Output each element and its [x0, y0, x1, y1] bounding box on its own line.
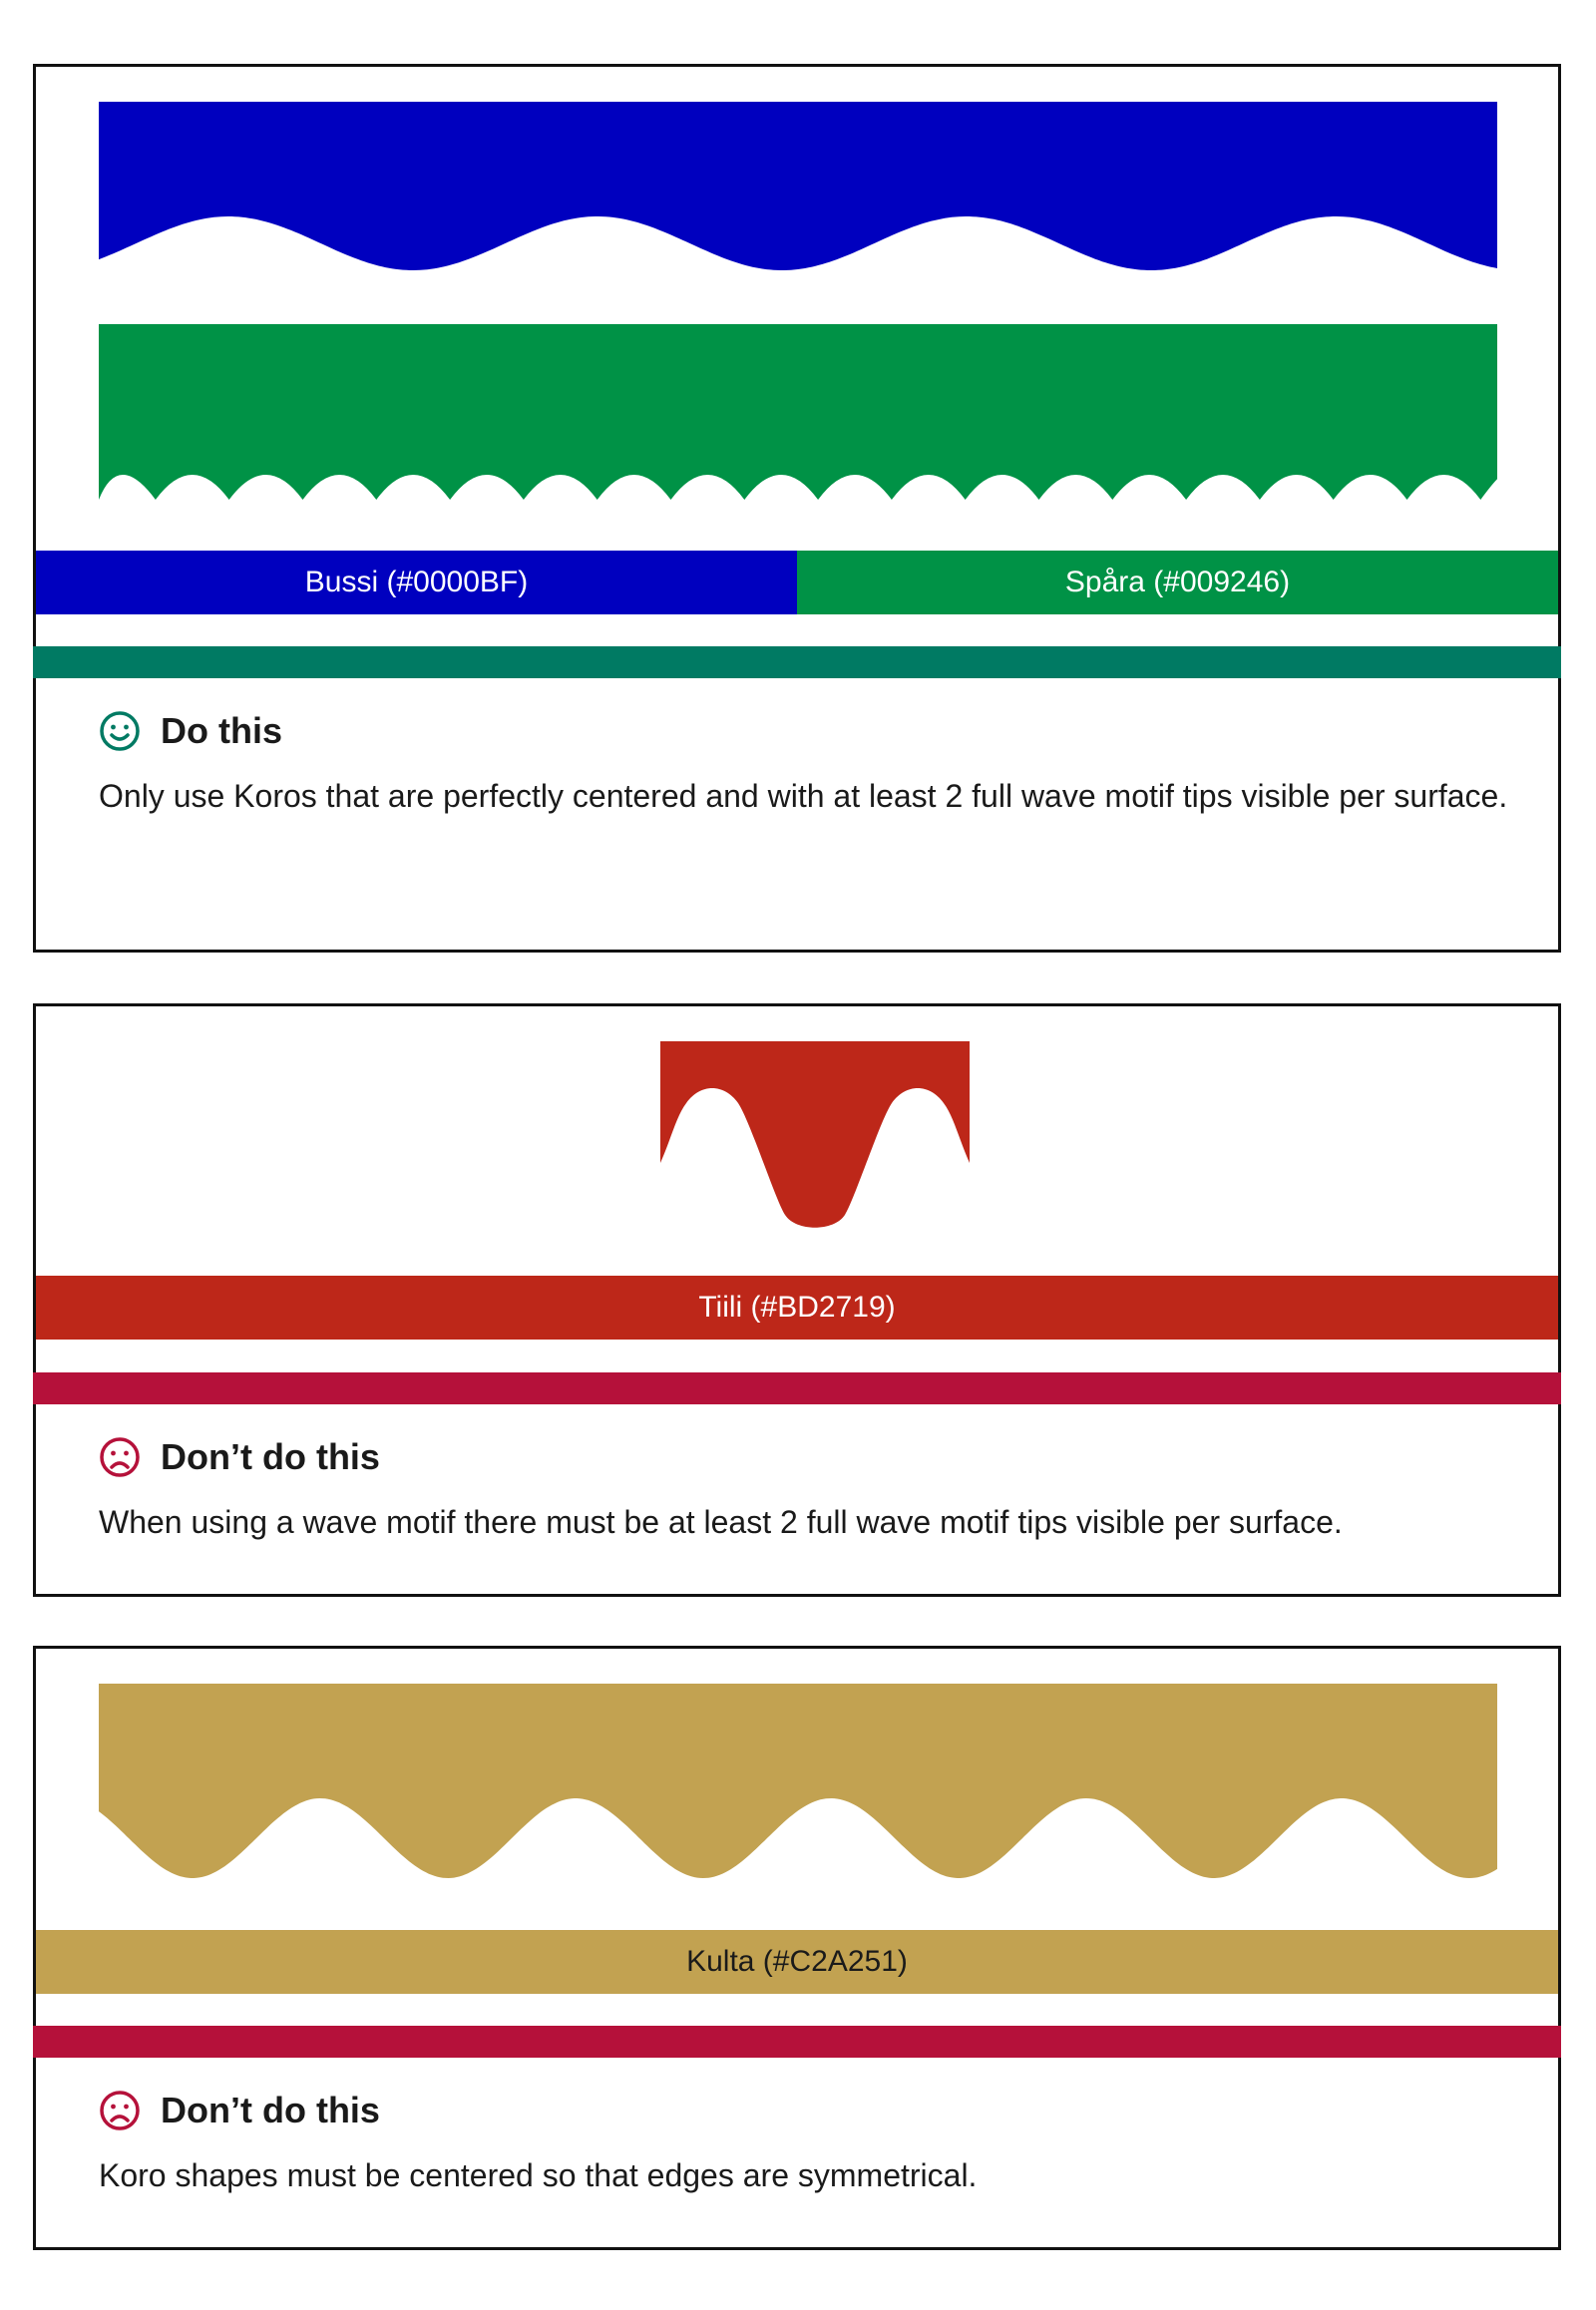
color-swatch-row: Kulta (#C2A251) [36, 1930, 1558, 1994]
frown-icon [100, 2091, 140, 2130]
bussi-swatch: Bussi (#0000BF) [36, 551, 797, 614]
frown-icon [100, 1437, 140, 1477]
guideline-description: When using a wave motif there must be at… [99, 1504, 1343, 1540]
dont-accent-rule [33, 1372, 1561, 1404]
do-accent-rule [33, 646, 1561, 678]
tiili-swatch: Tiili (#BD2719) [36, 1276, 1558, 1340]
bussi-wave-koro [99, 102, 1497, 270]
dont-accent-rule [33, 2026, 1561, 2058]
smiley-icon [100, 711, 140, 751]
verdict-heading: Don’t do this [99, 2090, 380, 2131]
spara-swatch: Spåra (#009246) [797, 551, 1558, 614]
tiili-single-tip-koro [660, 1041, 970, 1228]
verdict-heading: Don’t do this [99, 1436, 380, 1478]
guideline-description: Koro shapes must be centered so that edg… [99, 2157, 978, 2193]
verdict-title: Don’t do this [161, 2090, 380, 2130]
kulta-swatch: Kulta (#C2A251) [36, 1930, 1558, 1994]
color-swatch-row: Tiili (#BD2719) [36, 1276, 1558, 1340]
verdict-title: Don’t do this [161, 1436, 380, 1477]
guideline-description: Only use Koros that are perfectly center… [99, 778, 1508, 814]
verdict-heading: Do this [99, 710, 282, 752]
do-example-card: Bussi (#0000BF) Spåra (#009246) Do this … [33, 64, 1561, 953]
verdict-title: Do this [161, 710, 282, 751]
dont-example-card: Kulta (#C2A251) Don’t do this Koro shape… [33, 1646, 1561, 2250]
dont-example-card: Tiili (#BD2719) Don’t do this When using… [33, 1003, 1561, 1597]
spara-scallop-koro [99, 324, 1497, 500]
color-swatch-row: Bussi (#0000BF) Spåra (#009246) [36, 551, 1558, 614]
kulta-offset-wave-koro [99, 1684, 1497, 1878]
